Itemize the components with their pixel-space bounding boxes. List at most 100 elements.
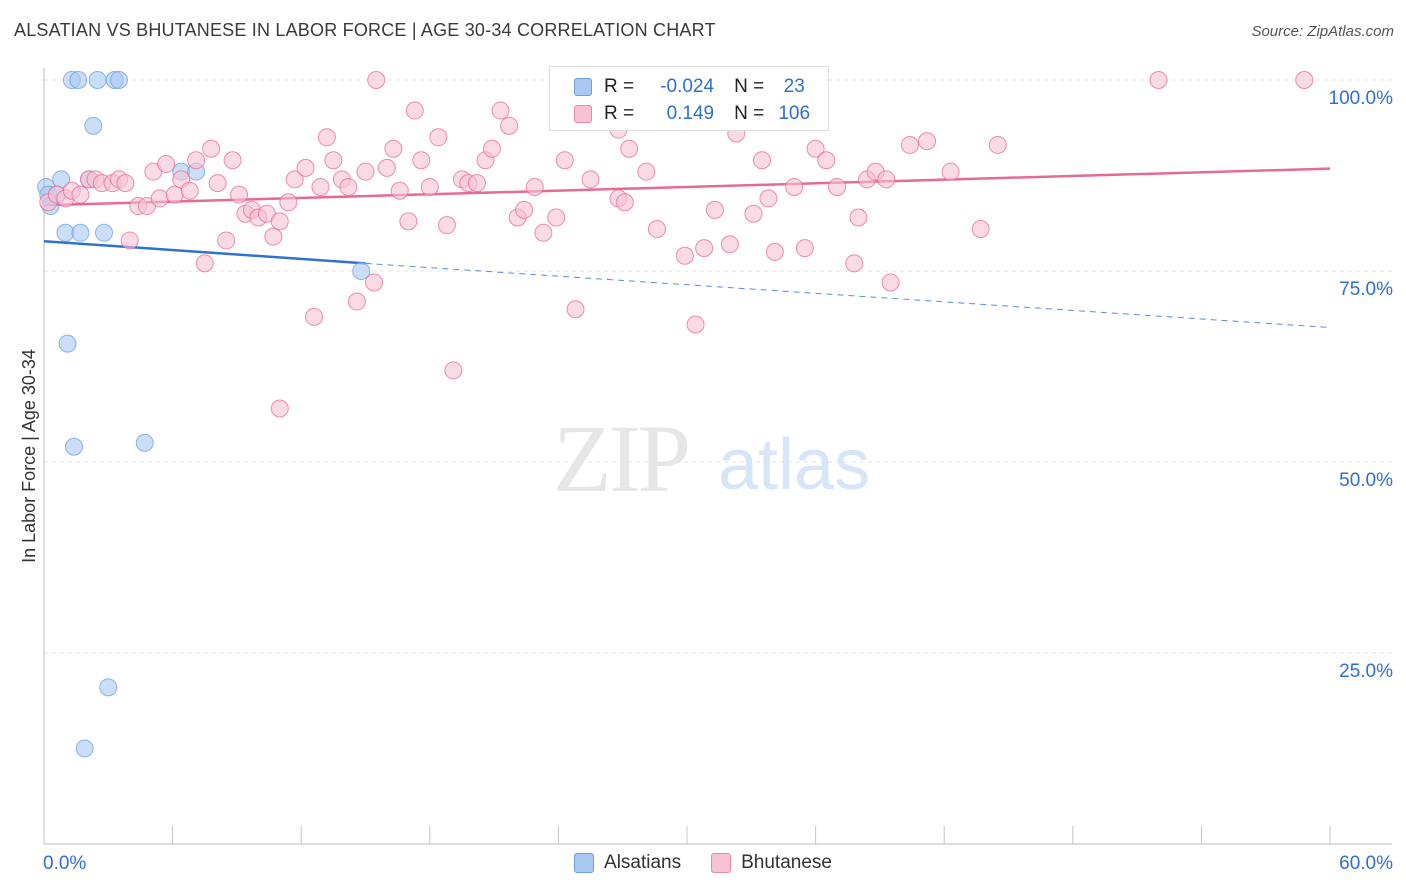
- point-alsatians: [65, 437, 84, 456]
- alsatians-swatch: [574, 78, 592, 96]
- point-bhutanese: [500, 116, 519, 135]
- point-bhutanese: [744, 204, 763, 223]
- trend-line-bhutanese: [43, 167, 1331, 207]
- point-bhutanese: [877, 170, 896, 189]
- trend-line-extension-alsatians: [365, 262, 1331, 329]
- stats-row-bhutanese: R = 0.149 N = 106: [574, 101, 816, 127]
- point-bhutanese: [339, 177, 358, 196]
- point-bhutanese: [765, 242, 784, 261]
- y-tick-labels: 25.0% 50.0% 75.0% 100.0%: [1329, 88, 1394, 682]
- point-bhutanese: [405, 101, 424, 120]
- point-bhutanese: [647, 219, 666, 238]
- r-label: R =: [604, 76, 635, 97]
- point-bhutanese: [365, 273, 384, 292]
- legend-item-bhutanese[interactable]: Bhutanese: [711, 852, 832, 874]
- point-bhutanese: [150, 189, 169, 208]
- point-bhutanese: [675, 246, 694, 265]
- point-bhutanese: [285, 170, 304, 189]
- point-alsatians: [71, 223, 90, 242]
- point-bhutanese: [615, 193, 634, 212]
- point-bhutanese: [525, 177, 544, 196]
- point-bhutanese: [165, 185, 184, 204]
- point-bhutanese: [264, 227, 283, 246]
- point-bhutanese: [817, 151, 836, 170]
- point-bhutanese: [695, 239, 714, 258]
- point-bhutanese: [467, 174, 486, 193]
- point-alsatians: [95, 223, 114, 242]
- point-bhutanese: [399, 212, 418, 231]
- point-bhutanese: [305, 307, 324, 326]
- x-tick-label-min: 0.0%: [43, 853, 87, 874]
- point-bhutanese: [637, 162, 656, 181]
- chart-title: ALSATIAN VS BHUTANESE IN LABOR FORCE | A…: [14, 20, 716, 40]
- y-axis-label: In Labor Force | Age 30-34: [19, 349, 39, 563]
- point-bhutanese: [270, 212, 289, 231]
- point-bhutanese: [900, 135, 919, 154]
- point-bhutanese: [120, 231, 139, 250]
- point-bhutanese: [187, 151, 206, 170]
- point-bhutanese: [845, 254, 864, 273]
- point-bhutanese: [195, 254, 214, 273]
- legend-item-alsatians[interactable]: Alsatians: [574, 852, 681, 874]
- point-bhutanese: [347, 292, 366, 311]
- point-bhutanese: [1295, 71, 1314, 89]
- point-bhutanese: [759, 189, 778, 208]
- point-alsatians: [75, 739, 94, 758]
- x-tick-label-max: 60.0%: [1339, 853, 1393, 874]
- bhutanese-swatch: [574, 105, 592, 123]
- point-bhutanese: [849, 208, 868, 227]
- point-alsatians: [58, 334, 77, 353]
- point-bhutanese: [581, 170, 600, 189]
- point-bhutanese: [806, 139, 825, 158]
- n-label: N =: [734, 103, 765, 124]
- point-bhutanese: [180, 181, 199, 200]
- point-bhutanese: [881, 273, 900, 292]
- point-bhutanese: [230, 185, 249, 204]
- point-alsatians: [99, 678, 118, 697]
- trend-lines: [43, 167, 1331, 329]
- point-bhutanese: [390, 181, 409, 200]
- point-alsatians: [84, 116, 103, 135]
- point-bhutanese: [720, 235, 739, 254]
- point-bhutanese: [444, 361, 463, 380]
- point-bhutanese: [785, 177, 804, 196]
- point-bhutanese: [279, 193, 298, 212]
- r-value: 0.149: [666, 103, 715, 124]
- point-bhutanese: [223, 151, 242, 170]
- point-bhutanese: [71, 185, 90, 204]
- point-bhutanese: [270, 399, 289, 418]
- point-bhutanese: [420, 177, 439, 196]
- point-alsatians: [135, 433, 154, 452]
- point-bhutanese: [620, 139, 639, 158]
- legend-swatch-alsatians: [574, 853, 595, 873]
- n-value: 106: [778, 103, 811, 124]
- y-tick-label: 100.0%: [1329, 88, 1394, 109]
- stats-box: R = -0.024 N = 23 R = 0.149 N = 106: [549, 66, 829, 131]
- grid-lines: [44, 79, 1392, 654]
- stats-row-alsatians: R = -0.024 N = 23: [574, 74, 816, 100]
- point-bhutanese: [918, 132, 937, 151]
- point-alsatians: [88, 71, 107, 89]
- point-bhutanese: [515, 200, 534, 219]
- point-bhutanese: [356, 162, 375, 181]
- point-alsatians: [69, 71, 88, 89]
- y-tick-label: 25.0%: [1339, 661, 1393, 682]
- point-bhutanese: [217, 231, 236, 250]
- source-label: Source: ZipAtlas.com: [1251, 23, 1394, 40]
- point-bhutanese: [429, 128, 448, 147]
- point-bhutanese: [296, 158, 315, 177]
- n-value: 23: [783, 76, 805, 97]
- point-bhutanese: [753, 151, 772, 170]
- watermark-zip: ZIP: [553, 405, 688, 512]
- point-bhutanese: [941, 162, 960, 181]
- point-bhutanese: [377, 158, 396, 177]
- point-bhutanese: [324, 151, 343, 170]
- watermark-atlas: atlas: [718, 425, 870, 505]
- r-label: R =: [604, 103, 635, 124]
- legend: Alsatians Bhutanese: [0, 852, 1406, 874]
- point-bhutanese: [686, 315, 705, 334]
- point-bhutanese: [208, 174, 227, 193]
- point-bhutanese: [482, 139, 501, 158]
- point-bhutanese: [705, 200, 724, 219]
